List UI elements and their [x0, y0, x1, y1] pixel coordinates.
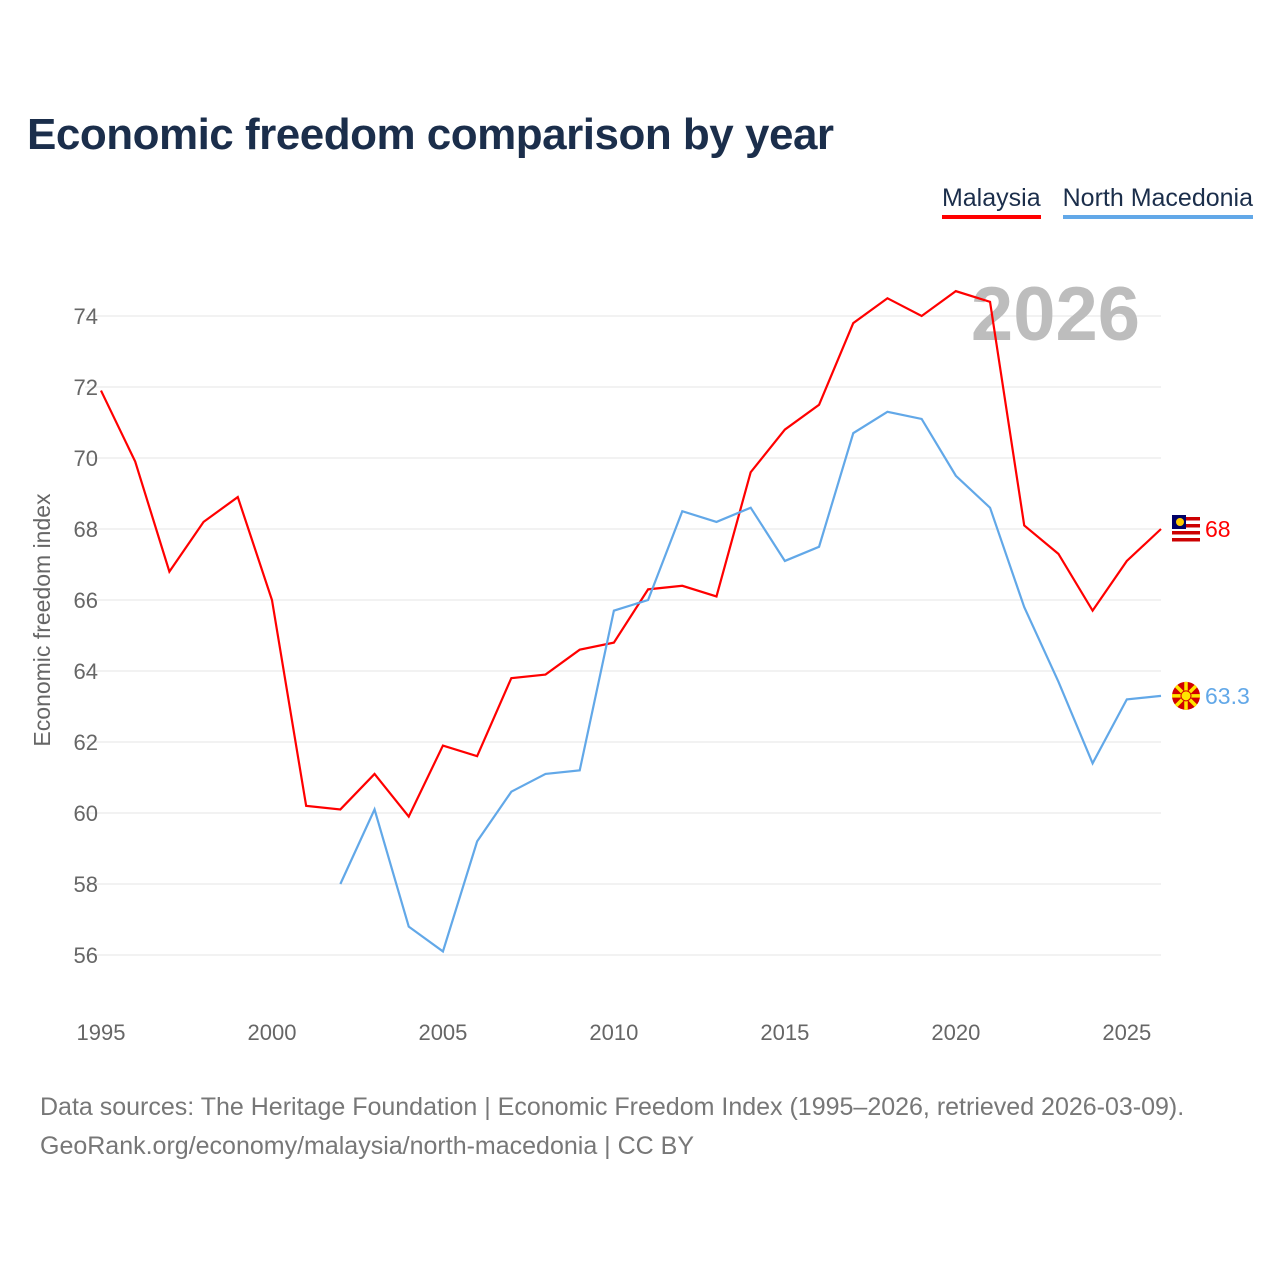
- y-tick-label: 66: [74, 588, 98, 613]
- legend-north-macedonia[interactable]: North Macedonia: [1062, 184, 1253, 219]
- x-tick-label: 2020: [931, 1020, 980, 1045]
- footer: Data sources: The Heritage Foundation | …: [40, 1088, 1184, 1166]
- north-macedonia-flag-icon: [1172, 681, 1200, 710]
- y-tick-label: 62: [74, 730, 98, 755]
- legend: Malaysia North Macedonia: [941, 184, 1253, 219]
- y-tick-label: 72: [74, 375, 98, 400]
- series-line-malaysia: [100, 289, 1162, 819]
- legend-malaysia[interactable]: Malaysia: [941, 184, 1041, 219]
- x-tick-label: 2010: [589, 1020, 638, 1045]
- chart-title: Economic freedom comparison by year: [27, 110, 834, 159]
- x-tick-label: 1995: [77, 1020, 126, 1045]
- x-tick-label: 2025: [1102, 1020, 1151, 1045]
- footer-sources: Data sources: The Heritage Foundation | …: [40, 1093, 1185, 1121]
- y-tick-label: 68: [74, 517, 98, 542]
- malaysia-flag-icon: [1172, 515, 1200, 543]
- y-tick-label: 60: [74, 801, 98, 826]
- y-axis-label: Economic freedom index: [29, 493, 55, 747]
- end-value-label: 68: [1205, 516, 1231, 542]
- footer-link[interactable]: GeoRank.org/economy/malaysia/north-maced…: [40, 1132, 695, 1160]
- y-tick-label: 64: [74, 659, 98, 684]
- y-tick-label: 58: [74, 872, 98, 897]
- series-line-north-macedonia: [339, 410, 1162, 954]
- y-tick-label: 74: [74, 304, 98, 329]
- y-tick-label: 56: [74, 943, 98, 968]
- x-tick-label: 2000: [247, 1020, 296, 1045]
- year-watermark: 2026: [971, 272, 1140, 357]
- x-tick-label: 2005: [418, 1020, 467, 1045]
- y-tick-label: 70: [74, 446, 98, 471]
- end-value-label: 63.3: [1205, 683, 1250, 709]
- x-tick-label: 2015: [760, 1020, 809, 1045]
